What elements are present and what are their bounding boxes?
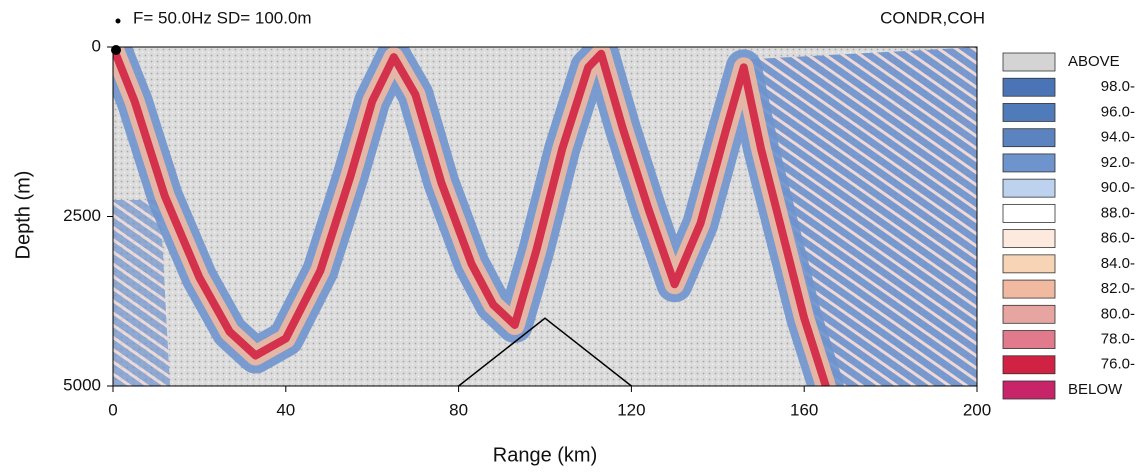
bathymetry [458, 317, 632, 387]
y-tick-label: 5000 [63, 375, 101, 394]
legend-swatch [1002, 330, 1056, 349]
x-tick-label: 200 [963, 400, 991, 419]
chart-subtitle: CONDR,COH [880, 8, 985, 27]
legend-swatch [1002, 103, 1056, 122]
legend-label: 80.0- [1101, 305, 1135, 322]
legend-label: 82.0- [1101, 280, 1135, 297]
legend-swatch [1002, 279, 1056, 299]
field-texture [113, 47, 977, 386]
legend-swatch [1002, 128, 1056, 148]
legend-label: 76.0- [1101, 356, 1135, 373]
legend-label: 78.0- [1101, 331, 1135, 348]
legend-label: 98.0- [1101, 78, 1135, 95]
legend-swatch [1002, 304, 1056, 324]
x-tick-label: 40 [276, 400, 295, 419]
x-axis-label: Range (km) [493, 444, 597, 466]
legend-swatch [1002, 254, 1056, 274]
legend-label: 88.0- [1101, 204, 1135, 221]
bullet [115, 18, 121, 24]
legend-label: 84.0- [1101, 255, 1135, 272]
legend-label: 90.0- [1101, 179, 1135, 196]
ray-band [113, 47, 830, 386]
legend-swatch [1002, 380, 1056, 400]
legend-swatch [1002, 229, 1056, 249]
legend-swatch [1002, 203, 1056, 223]
chart-title: F= 50.0Hz SD= 100.0m [133, 8, 312, 27]
y-tick-label: 2500 [63, 206, 101, 225]
x-tick-label: 0 [108, 400, 117, 419]
legend-swatch [1002, 77, 1056, 97]
y-axis-label: Depth (m) [12, 171, 34, 260]
legend-label: 96.0- [1101, 103, 1135, 120]
legend-label: ABOVE [1068, 53, 1120, 70]
legend-label: 86.0- [1101, 230, 1135, 247]
legend-swatch [1002, 52, 1056, 72]
legend-label: BELOW [1068, 381, 1123, 398]
x-tick-label: 160 [790, 400, 818, 419]
legend-swatch [1002, 178, 1056, 198]
x-tick-label: 80 [449, 400, 468, 419]
x-tick-label: 120 [617, 400, 645, 419]
legend-swatch [1002, 355, 1056, 375]
legend-label: 92.0- [1101, 154, 1135, 171]
legend-label: 94.0- [1101, 129, 1135, 146]
legend-swatch [1002, 153, 1056, 173]
y-tick-label: 0 [92, 36, 101, 55]
